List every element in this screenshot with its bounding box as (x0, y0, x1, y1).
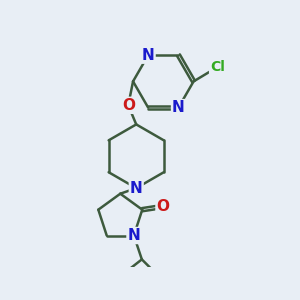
Text: N: N (172, 100, 185, 115)
Text: N: N (130, 181, 142, 196)
Text: Cl: Cl (210, 60, 225, 74)
Text: N: N (142, 48, 155, 63)
Text: O: O (157, 199, 169, 214)
Text: O: O (122, 98, 135, 113)
Text: N: N (128, 228, 140, 243)
